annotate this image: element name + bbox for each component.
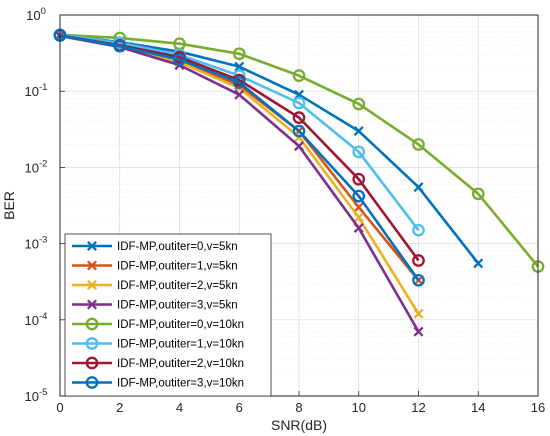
legend-entry: IDF-MP,outiter=1,v=5kn <box>72 260 238 273</box>
data-point <box>413 182 424 193</box>
x-tick-label: 12 <box>411 400 425 415</box>
legend-label: IDF-MP,outiter=0,v=10kn <box>117 319 244 331</box>
marker-stroke <box>353 202 364 213</box>
x-tick-label: 4 <box>176 400 183 415</box>
data-point <box>173 53 186 66</box>
data-point <box>353 223 364 234</box>
marker-stroke <box>473 258 484 269</box>
data-point <box>353 212 364 223</box>
legend-label: IDF-MP,outiter=1,v=10kn <box>117 339 244 351</box>
data-point <box>471 187 485 201</box>
legend: IDF-MP,outiter=0,v=5kn IDF-MP,outiter=1,v… <box>64 233 272 397</box>
legend-marker <box>85 356 99 370</box>
legend-marker <box>85 337 99 350</box>
legend-marker <box>85 376 99 389</box>
data-point <box>234 89 245 100</box>
legend-marker <box>85 317 99 331</box>
y-tick-label: 10-5 <box>25 387 48 404</box>
data-point <box>412 254 425 267</box>
data-point <box>412 223 425 237</box>
data-point <box>234 61 245 72</box>
legend-entry: IDF-MP,outiter=3,v=10kn <box>72 376 244 390</box>
marker-stroke <box>293 141 305 152</box>
data-point <box>413 308 424 319</box>
data-point <box>293 141 305 152</box>
data-point <box>352 97 366 111</box>
y-tick-label: 100 <box>26 6 46 23</box>
data-point <box>292 96 306 110</box>
marker-stroke <box>86 260 98 271</box>
x-axis-label: SNR(dB) <box>271 417 327 433</box>
data-point <box>412 138 425 151</box>
legend-label: IDF-MP,outiter=1,v=5kn <box>117 261 238 273</box>
x-tick-label: 0 <box>56 400 63 415</box>
legend-entry: IDF-MP,outiter=2,v=10kn <box>72 356 244 370</box>
legend-entry: IDF-MP,outiter=0,v=10kn <box>72 317 244 331</box>
data-point <box>232 76 246 89</box>
marker-stroke <box>234 61 245 72</box>
data-point <box>353 202 364 213</box>
legend-entry: IDF-MP,outiter=1,v=10kn <box>72 337 244 351</box>
data-point <box>352 172 366 186</box>
legend-label: IDF-MP,outiter=2,v=5kn <box>117 280 238 292</box>
marker-stroke <box>234 89 245 100</box>
data-point <box>292 124 306 138</box>
data-point <box>413 326 424 337</box>
legend-marker <box>86 240 98 252</box>
x-tick-label: 16 <box>531 400 545 415</box>
data-point <box>473 258 484 269</box>
legend-entry: IDF-MP,outiter=3,v=5kn <box>72 299 238 312</box>
marker-stroke <box>86 279 98 291</box>
marker-stroke <box>413 308 424 319</box>
data-point <box>352 189 366 203</box>
marker-stroke <box>353 126 364 137</box>
data-point <box>292 69 306 82</box>
series-line <box>59 34 420 282</box>
y-tick-label: 10-2 <box>25 158 48 175</box>
marker-stroke <box>353 223 364 234</box>
marker-stroke <box>86 299 98 310</box>
series-line <box>59 33 540 268</box>
legend-marker <box>86 279 98 291</box>
legend-label: IDF-MP,outiter=3,v=10kn <box>117 378 244 390</box>
marker-stroke <box>353 212 364 223</box>
legend-label: IDF-MP,outiter=2,v=10kn <box>117 358 244 370</box>
tick-layer: 100 10-1 10-2 10-3 10-4 10-5 0 2 4 6 8 10 12 14 16 <box>25 6 546 415</box>
data-point <box>292 111 306 124</box>
data-point <box>113 39 127 53</box>
legend-box <box>64 233 272 397</box>
data-point <box>232 47 246 61</box>
data-point <box>353 126 364 137</box>
series-layer <box>53 28 545 337</box>
legend-marker <box>86 260 98 271</box>
marker-stroke <box>413 182 424 193</box>
y-tick-label: 10-1 <box>25 82 48 99</box>
x-tick-label: 6 <box>236 400 243 415</box>
data-point <box>352 145 366 159</box>
y-tick-label: 10-3 <box>25 235 48 252</box>
y-tick-label: 10-4 <box>25 311 48 328</box>
legend-marker <box>86 299 98 310</box>
legend-label: IDF-MP,outiter=3,v=5kn <box>117 300 238 312</box>
legend-label: IDF-MP,outiter=0,v=5kn <box>117 241 238 253</box>
x-tick-label: 2 <box>116 400 123 415</box>
legend-entry: IDF-MP,outiter=2,v=5kn <box>72 279 238 292</box>
x-tick-label: 10 <box>352 400 366 415</box>
marker-stroke <box>413 326 424 337</box>
x-tick-label: 14 <box>471 400 485 415</box>
y-axis-label: BER <box>1 191 17 220</box>
legend-entry: IDF-MP,outiter=0,v=5kn <box>72 240 238 253</box>
data-point <box>412 273 425 287</box>
x-tick-label: 8 <box>295 400 302 415</box>
marker-stroke <box>86 240 98 252</box>
